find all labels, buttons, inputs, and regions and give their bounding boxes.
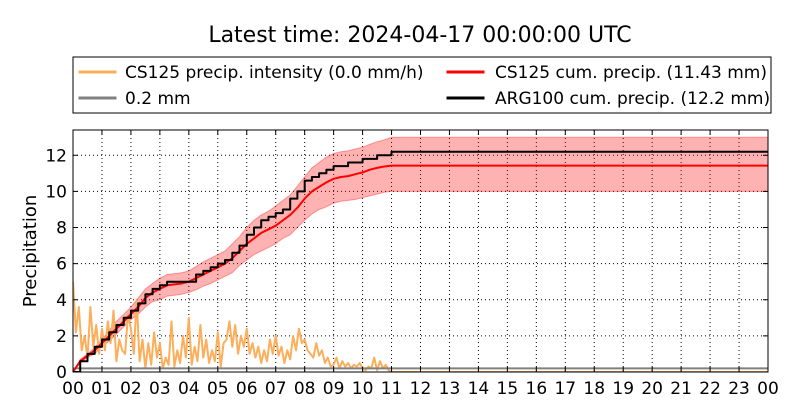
x-tick-label: 22	[699, 379, 721, 399]
x-tick-label: 07	[265, 379, 287, 399]
chart-title: Latest time: 2024-04-17 00:00:00 UTC	[208, 23, 631, 48]
legend-label-intensity: CS125 precip. intensity (0.0 mm/h)	[125, 63, 423, 83]
cs125-uncertainty-band	[73, 136, 768, 372]
legend-frame	[72, 56, 772, 114]
x-tick-label: 18	[583, 379, 605, 399]
y-tick-label: 4	[56, 291, 67, 311]
x-tick-label: 01	[91, 379, 113, 399]
x-tick-label: 11	[381, 379, 403, 399]
x-tick-label: 21	[670, 379, 692, 399]
series-line-cs125-intensity	[73, 281, 768, 372]
x-tick-label: 16	[526, 379, 548, 399]
plot-area: 00 01 02 03 04 05 06 07 08 09 10 11 12 13 14 15 16 17 18 19…	[45, 129, 779, 399]
x-tick-label: 19	[612, 379, 634, 399]
x-tick-label: 20	[641, 379, 663, 399]
y-tick-label: 12	[45, 146, 67, 166]
x-tick-label: 09	[323, 379, 345, 399]
series-line-cs125-cumulative	[73, 164, 768, 372]
x-tick-label: 08	[294, 379, 316, 399]
x-tick-label: 12	[410, 379, 432, 399]
x-tick-label: 13	[439, 379, 461, 399]
x-tick-label: 10	[352, 379, 374, 399]
series-line-arg100-cumulative	[73, 150, 768, 372]
y-tick-label: 0	[56, 363, 67, 383]
x-tick-label: 15	[497, 379, 519, 399]
y-tick-label: 6	[56, 255, 67, 275]
x-tick-label: 00	[757, 379, 779, 399]
x-tick-label: 04	[178, 379, 200, 399]
x-tick-label: 17	[554, 379, 576, 399]
x-tick-label: 05	[207, 379, 229, 399]
y-tick-label: 2	[56, 327, 67, 347]
legend: CS125 precip. intensity (0.0 mm/h) CS125…	[72, 56, 772, 114]
x-tick-label: 23	[728, 379, 750, 399]
legend-label-threshold: 0.2 mm	[125, 89, 191, 109]
x-tick-label: 06	[236, 379, 258, 399]
x-tick-label: 14	[468, 379, 490, 399]
legend-label-cs125-cum: CS125 cum. precip. (11.43 mm)	[495, 63, 767, 83]
y-tick-label: 10	[45, 182, 67, 202]
y-tick-label: 8	[56, 219, 67, 239]
legend-label-arg100-cum: ARG100 cum. precip. (12.2 mm)	[495, 89, 770, 109]
x-tick-label: 00	[62, 379, 84, 399]
x-tick-label: 03	[149, 379, 171, 399]
x-tick-label: 02	[120, 379, 142, 399]
y-axis-label: Precipitation	[20, 195, 41, 308]
